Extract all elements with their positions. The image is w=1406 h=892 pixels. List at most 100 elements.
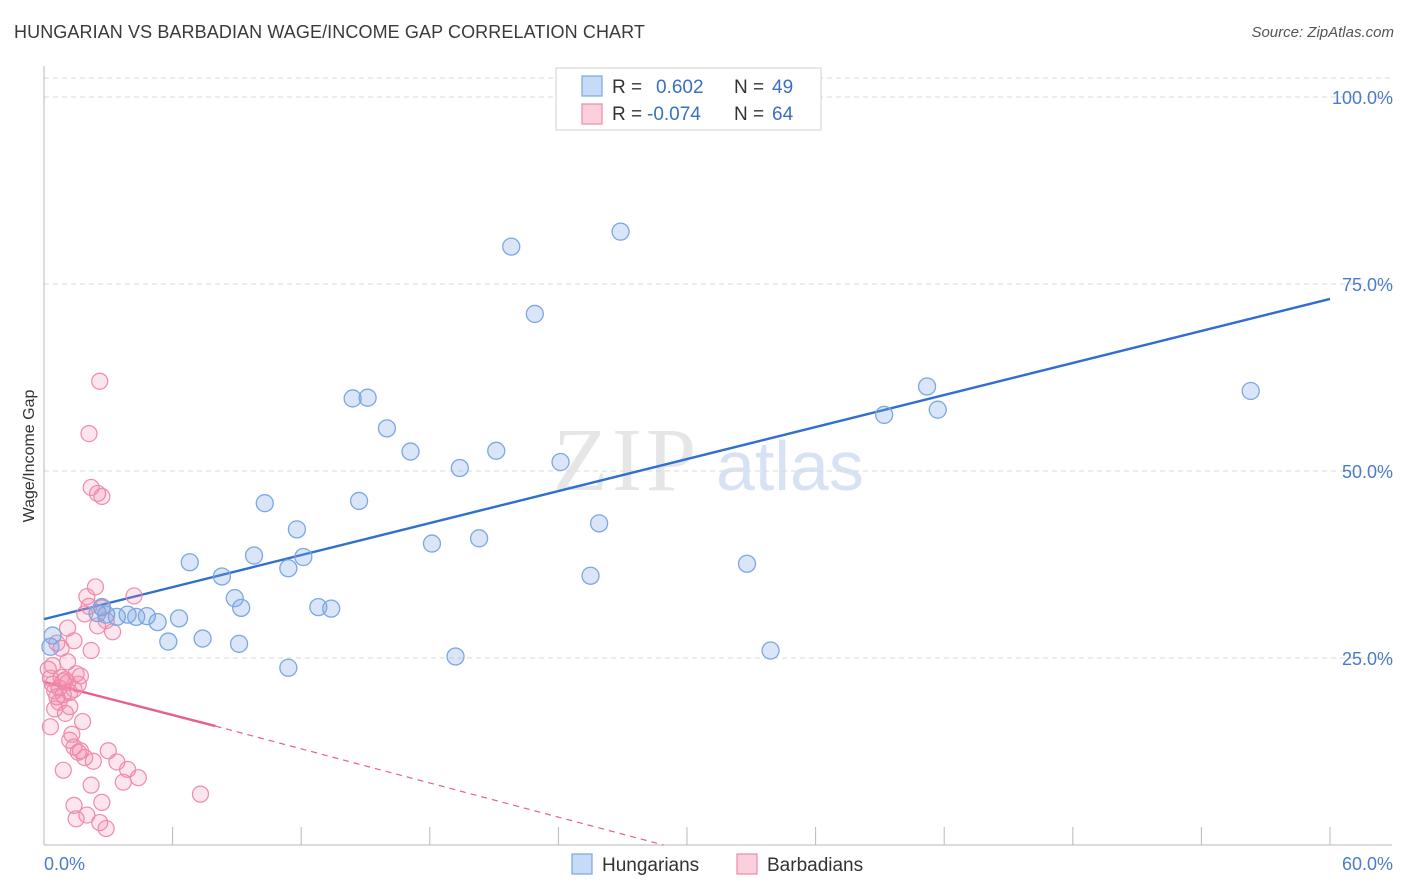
- y-tick-label-25: 25.0%: [1342, 649, 1393, 669]
- stats-legend: R = 0.602 N = 49 R = -0.074 N = 64: [555, 67, 822, 131]
- barbadian-point: [58, 653, 77, 671]
- barbadian-point: [76, 748, 94, 767]
- hungarian-point: [450, 458, 469, 478]
- hungarian-point: [41, 637, 60, 656]
- hungarian-point: [917, 377, 937, 396]
- hungarian-point: [875, 405, 894, 425]
- barbadian-point: [82, 641, 100, 660]
- barbadian-point: [71, 667, 90, 685]
- y-axis-label: Wage/Income Gap: [21, 390, 38, 523]
- legend-n-value-hungarians: 49: [772, 77, 793, 98]
- barbadian-point: [54, 761, 72, 779]
- barbadian-point: [61, 698, 79, 716]
- barbadian-point: [41, 718, 60, 736]
- hungarian-point: [212, 567, 232, 586]
- hungarian-point: [551, 452, 570, 472]
- barbadians-points: [39, 372, 210, 838]
- barbadian-point: [80, 425, 98, 443]
- hungarian-point: [611, 222, 630, 241]
- y-tick-label-100: 100.0%: [1332, 88, 1393, 108]
- barbadian-point: [65, 632, 83, 650]
- hungarian-point: [358, 388, 377, 407]
- hungarian-point: [525, 304, 544, 324]
- barbadian-point: [73, 712, 92, 731]
- hungarian-point: [225, 589, 244, 608]
- hungarian-point: [294, 547, 313, 567]
- trend-lines: [43, 297, 1331, 846]
- barbadian-point: [86, 578, 105, 596]
- x-tick-label-max: 60.0%: [1342, 854, 1393, 874]
- chart-title: HUNGARIAN VS BARBADIAN WAGE/INCOME GAP C…: [14, 22, 646, 42]
- hungarian-point: [928, 400, 947, 419]
- hungarian-point: [401, 442, 420, 461]
- hungarian-point: [279, 559, 298, 578]
- barbadian-point: [93, 487, 111, 506]
- x-tick-label-min: 0.0%: [44, 854, 85, 874]
- source-credit: Source: ZipAtlas.com: [1251, 24, 1394, 41]
- barbadian-point: [43, 656, 62, 675]
- hungarian-point: [232, 598, 251, 618]
- barbadian-point: [50, 693, 68, 711]
- gridlines: [44, 77, 1392, 659]
- hungarian-point: [193, 629, 212, 648]
- hungarian-point: [159, 632, 178, 651]
- hungarian-point: [446, 647, 465, 666]
- y-tick-label-75: 75.0%: [1342, 275, 1393, 295]
- hungarian-point: [97, 605, 116, 624]
- bottom-legend-hungarians: Hungarians: [602, 855, 699, 876]
- series-legend: Hungarians Barbadians: [571, 853, 863, 876]
- barbadian-point: [54, 672, 72, 690]
- barbadian-point: [129, 769, 147, 787]
- hungarians-points: [41, 222, 1260, 677]
- x-tick-labels: 0.0% 60.0%: [44, 854, 1393, 874]
- barbadian-point: [125, 587, 143, 605]
- hungarian-point: [377, 419, 397, 438]
- hungarian-point: [244, 546, 264, 565]
- legend-r-value-barbadians: -0.074: [647, 104, 701, 125]
- hungarian-point: [148, 612, 167, 632]
- legend-n-value-barbadians: 64: [772, 104, 794, 125]
- legend-n-label-2: N =: [734, 104, 764, 125]
- barbadian-point: [67, 810, 85, 828]
- hungarian-point: [322, 599, 341, 618]
- hungarian-point: [279, 658, 298, 677]
- hungarian-point: [761, 641, 780, 660]
- hungarian-point: [169, 609, 189, 628]
- hungarian-point: [180, 553, 199, 572]
- legend-n-label-1: N =: [734, 77, 764, 98]
- hungarian-point: [1241, 381, 1260, 401]
- legend-r-label-1: R =: [612, 77, 642, 98]
- hungarian-point: [469, 529, 489, 548]
- hungarian-point: [581, 566, 600, 585]
- barbadian-point: [91, 813, 109, 832]
- bottom-legend-swatch-barbadians: [736, 853, 758, 875]
- watermark-atlas: atlas: [716, 427, 864, 505]
- hungarian-point: [43, 626, 62, 645]
- barbadian-point: [91, 372, 109, 390]
- legend-swatch-hungarians: [581, 75, 603, 97]
- y-tick-label-50: 50.0%: [1342, 462, 1393, 482]
- legend-r-value-hungarians: 0.602: [656, 77, 704, 98]
- hungarian-point: [343, 389, 362, 408]
- y-tick-labels: 25.0% 50.0% 75.0% 100.0%: [1332, 88, 1393, 669]
- hungarian-point: [107, 607, 127, 627]
- barbadian-point: [82, 776, 100, 794]
- hungarian-point: [349, 491, 369, 511]
- watermark-zip: ZIP: [553, 411, 700, 510]
- barbadian-point: [97, 819, 115, 838]
- hungarian-point: [255, 494, 274, 513]
- hungarian-point: [487, 441, 506, 460]
- barbadians-trend-extension: [215, 725, 664, 846]
- barbadian-point: [191, 785, 210, 803]
- hungarian-point: [589, 514, 609, 533]
- legend-r-label-2: R =: [612, 104, 642, 125]
- hungarian-point: [502, 237, 521, 256]
- hungarian-point: [287, 520, 307, 539]
- barbadian-point: [78, 806, 96, 824]
- barbadian-point: [84, 752, 102, 770]
- legend-swatch-barbadians: [581, 103, 603, 125]
- axes: [43, 66, 1392, 846]
- hungarians-trend-line: [43, 297, 1331, 621]
- bottom-legend-barbadians: Barbadians: [767, 855, 863, 876]
